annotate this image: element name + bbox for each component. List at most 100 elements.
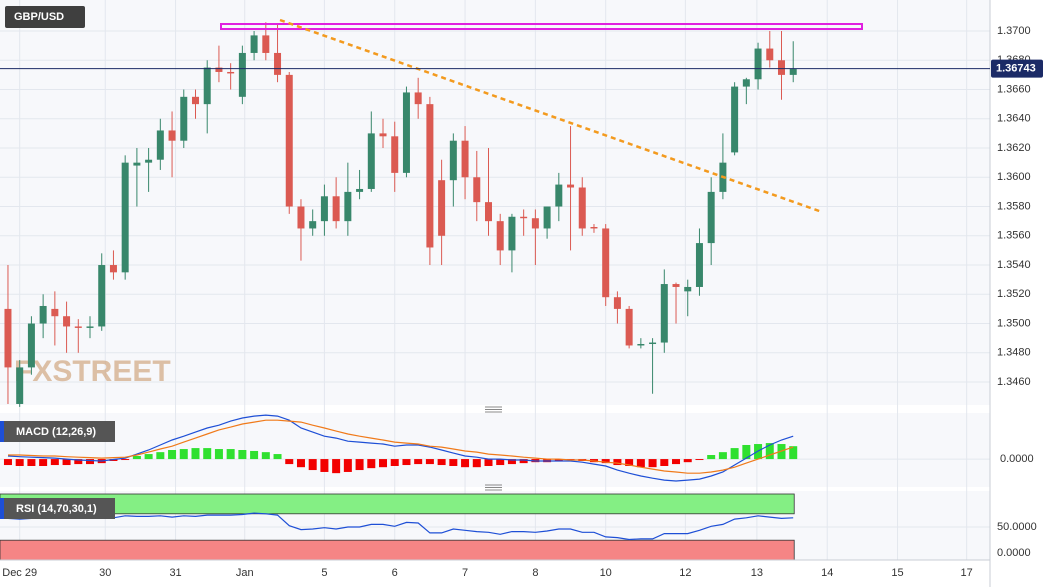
histogram-bar xyxy=(214,449,223,460)
histogram-bar xyxy=(238,450,247,460)
histogram-bar xyxy=(226,449,235,460)
candle-body xyxy=(602,228,610,298)
candle-body xyxy=(766,48,774,61)
histogram-bar xyxy=(261,452,270,460)
candle-body xyxy=(625,308,633,346)
histogram-bar xyxy=(50,459,59,466)
indicator-line xyxy=(8,419,794,474)
candle-body xyxy=(379,133,387,137)
candle-body xyxy=(180,96,188,141)
y-tick-label: 1.3520 xyxy=(997,288,1031,300)
candle-body xyxy=(320,196,328,222)
x-tick-label: 15 xyxy=(891,567,903,579)
histogram-bar xyxy=(179,449,188,460)
price-label: 1.36743 xyxy=(996,63,1036,75)
histogram-bar xyxy=(789,446,798,460)
y-tick-label: 1.3580 xyxy=(997,200,1031,212)
histogram-bar xyxy=(718,452,727,460)
grid-layer: FXSTREET xyxy=(0,0,990,561)
histogram-bar xyxy=(15,459,24,466)
histogram-bar xyxy=(62,459,71,466)
histogram-bar xyxy=(390,459,399,466)
histogram-bar xyxy=(730,448,739,460)
histogram-bar xyxy=(273,454,282,460)
candle-body xyxy=(473,177,481,203)
overlay-layer: Dec 29 30 31 Jan 5 6 7 8 10 12 13 14 15 17 1.3460 1.348… xyxy=(0,25,1043,579)
histogram-bar xyxy=(39,459,48,466)
candle-body xyxy=(402,92,410,173)
candle-body xyxy=(344,191,352,222)
candle-body xyxy=(367,133,375,189)
histogram-bar xyxy=(203,448,212,460)
candle-body xyxy=(27,323,35,368)
candle-body xyxy=(426,104,434,248)
histogram-bar xyxy=(74,459,83,465)
x-tick-label: 31 xyxy=(169,567,181,579)
histogram-bar xyxy=(613,459,622,466)
y-tick-label: 0.0000 xyxy=(997,547,1031,559)
histogram-bar xyxy=(402,459,411,466)
candle-body xyxy=(508,216,516,251)
y-tick-label: 1.3560 xyxy=(997,230,1031,242)
candle-body xyxy=(567,184,575,188)
histogram-bar xyxy=(367,459,376,469)
candle-body xyxy=(496,221,504,251)
histogram-bar xyxy=(683,459,692,463)
histogram-bar xyxy=(27,459,36,466)
trend-line xyxy=(279,18,823,214)
y-tick-label: 1.3620 xyxy=(997,142,1031,154)
histogram-bar xyxy=(156,452,165,460)
y-tick-label: 0.0000 xyxy=(1000,453,1034,465)
candle-body xyxy=(16,367,24,404)
zone-band xyxy=(0,539,795,561)
candle-body xyxy=(672,284,680,287)
histogram-bar xyxy=(449,459,458,466)
histogram-bar xyxy=(86,459,95,465)
x-tick-label: 12 xyxy=(679,567,691,579)
candle-body xyxy=(649,342,657,345)
histogram-bar xyxy=(320,459,329,472)
rsi-title-accent xyxy=(0,498,4,519)
candle-body xyxy=(227,71,235,74)
candle-body xyxy=(520,216,528,219)
symbol-box xyxy=(5,6,85,28)
candle-body xyxy=(637,344,645,346)
candle-body xyxy=(461,140,469,178)
x-tick-label: 30 xyxy=(99,567,111,579)
histogram-bar xyxy=(625,459,634,466)
candle-body xyxy=(109,265,117,273)
macd-title: MACD (12,26,9) xyxy=(16,426,96,438)
candle-body xyxy=(707,191,715,244)
x-tick-label: 5 xyxy=(321,567,327,579)
candle-body xyxy=(74,326,82,328)
histogram-bar xyxy=(121,459,130,461)
macd-pane xyxy=(0,413,990,487)
candle-body xyxy=(121,162,129,273)
candle-body xyxy=(145,159,153,163)
histogram-bar xyxy=(648,459,657,468)
candle-body xyxy=(309,221,317,229)
candle-body xyxy=(297,206,305,229)
histogram-bar xyxy=(695,459,704,461)
resistance-zone xyxy=(220,23,863,30)
x-tick-label: 6 xyxy=(392,567,398,579)
histogram-bar xyxy=(132,455,141,460)
candle-body xyxy=(156,130,164,160)
histogram-bar xyxy=(507,459,516,465)
candle-body xyxy=(754,48,762,80)
histogram-bar xyxy=(554,459,563,461)
candle-body xyxy=(578,187,586,229)
candle-body xyxy=(39,305,47,324)
x-tick-label: Dec 29 xyxy=(2,567,37,579)
candle-body xyxy=(274,52,282,75)
histogram-bar xyxy=(332,459,341,474)
histogram-bar xyxy=(308,459,317,471)
candle-body xyxy=(484,202,492,222)
price-pane xyxy=(0,0,990,405)
histogram-bar xyxy=(496,459,505,466)
y-tick-label: 1.3660 xyxy=(997,83,1031,95)
candle-body xyxy=(262,35,270,53)
y-tick-label: 50.0000 xyxy=(997,521,1037,533)
y-tick-label: 1.3460 xyxy=(997,376,1031,388)
